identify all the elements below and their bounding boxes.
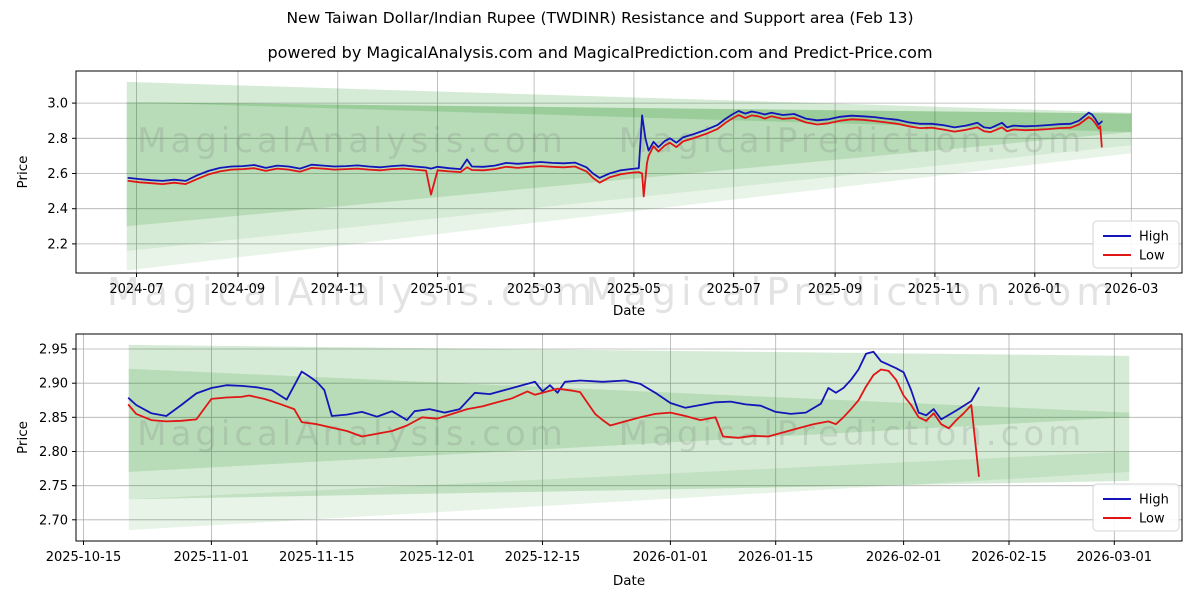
- x-tick-label: 2025-11-15: [279, 550, 355, 565]
- low-line: [127, 114, 1103, 198]
- y-tick-label: 2.95: [39, 343, 68, 358]
- y-tick-label: 2.4: [47, 202, 68, 217]
- y-tick-label: 2.85: [39, 411, 68, 426]
- watermark-text: MagicalPrediction.com: [619, 414, 1086, 454]
- y-axis-label: Price: [15, 421, 31, 454]
- x-tick-label: 2024-11: [311, 282, 365, 297]
- x-tick-label: 2026-02-01: [866, 550, 942, 565]
- watermark-text: MagicalAnalysis.com: [137, 414, 567, 454]
- watermark-text: MagicalAnalysis.com: [107, 270, 597, 314]
- support-resistance-band: [128, 344, 1130, 413]
- plot-frame: [75, 70, 1183, 274]
- watermark-text: MagicalPrediction.com: [586, 270, 1119, 314]
- watermark-text: MagicalPrediction.com: [619, 121, 1086, 161]
- bottom-chart: MagicalAnalysis.com MagicalPrediction.com…: [15, 333, 1183, 589]
- high-line: [127, 350, 980, 422]
- y-tick-label: 2.90: [39, 377, 68, 392]
- watermark-text: MagicalAnalysis.com: [137, 121, 567, 161]
- x-tick-label: 2025-11: [908, 282, 962, 297]
- support-resistance-band: [126, 81, 1132, 133]
- x-tick-label: 2025-12-15: [505, 550, 581, 565]
- legend-label-low: Low: [1139, 249, 1165, 264]
- support-resistance-band: [128, 417, 1130, 500]
- legend: High Low: [1092, 483, 1180, 532]
- y-tick-label: 2.6: [47, 167, 68, 182]
- x-axis-label: Date: [613, 303, 645, 319]
- x-tick-label: 2025-03: [507, 282, 561, 297]
- support-resistance-band: [126, 102, 1132, 227]
- x-tick-label: 2026-01-01: [633, 550, 709, 565]
- top-chart: MagicalAnalysis.com MagicalPrediction.com…: [15, 70, 1183, 319]
- x-tick-label: 2025-01: [410, 282, 464, 297]
- x-tick-label: 2026-01-15: [738, 550, 814, 565]
- y-tick-label: 2.70: [39, 513, 68, 528]
- support-resistance-band: [128, 451, 1130, 531]
- x-tick-label: 2025-05: [607, 282, 661, 297]
- legend-label-high: High: [1139, 230, 1169, 245]
- x-tick-label: 2025-10-15: [46, 550, 122, 565]
- plot-frame: [75, 333, 1183, 542]
- x-tick-label: 2025-09: [808, 282, 862, 297]
- y-tick-label: 3.0: [47, 97, 68, 112]
- legend-box: [1092, 483, 1180, 532]
- x-tick-label: 2026-02-15: [971, 550, 1047, 565]
- support-resistance-band: [126, 145, 1132, 271]
- x-tick-label: 2025-11-01: [174, 550, 250, 565]
- page-title: New Taiwan Dollar/Indian Rupee (TWDINR) …: [286, 9, 914, 27]
- support-resistance-band: [126, 132, 1132, 251]
- x-tick-label: 2026-01: [1008, 282, 1062, 297]
- y-tick-label: 2.8: [47, 132, 68, 147]
- y-tick-label: 2.2: [47, 237, 68, 252]
- legend-label-high: High: [1139, 493, 1169, 508]
- high-line: [127, 110, 1103, 182]
- x-axis-label: Date: [613, 573, 645, 589]
- x-tick-label: 2026-03: [1104, 282, 1158, 297]
- x-tick-label: 2024-07: [109, 282, 163, 297]
- y-tick-label: 2.75: [39, 479, 68, 494]
- legend-label-low: Low: [1139, 512, 1165, 527]
- y-tick-label: 2.80: [39, 445, 68, 460]
- low-line: [127, 368, 980, 478]
- legend: High Low: [1092, 220, 1180, 269]
- x-tick-label: 2024-09: [211, 282, 265, 297]
- x-tick-label: 2025-12-01: [399, 550, 475, 565]
- x-tick-label: 2026-03-01: [1077, 550, 1153, 565]
- y-axis-label: Price: [15, 156, 31, 189]
- x-tick-label: 2025-07: [707, 282, 761, 297]
- legend-box: [1092, 220, 1180, 269]
- page-subtitle: powered by MagicalAnalysis.com and Magic…: [267, 43, 933, 62]
